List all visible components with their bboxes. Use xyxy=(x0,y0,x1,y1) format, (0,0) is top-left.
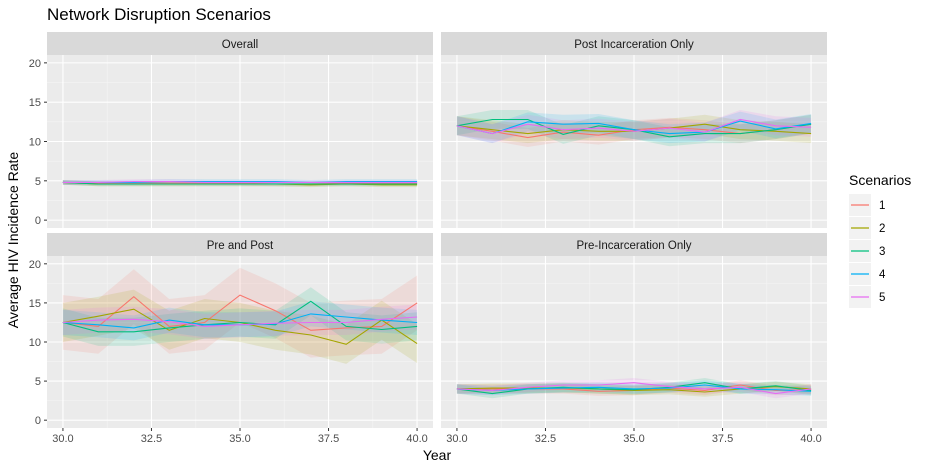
series-group xyxy=(456,110,812,147)
y-tick-label: 5 xyxy=(35,176,41,188)
series-1-line xyxy=(62,181,418,185)
legend-entry-5: 5 xyxy=(849,286,885,308)
y-tick-label: 15 xyxy=(29,97,41,109)
facet-strip-label: Post Incarceration Only xyxy=(574,39,694,51)
x-tick-label: 35.0 xyxy=(229,433,250,445)
chart-title: Network Disruption Scenarios xyxy=(47,5,271,24)
legend-label: 2 xyxy=(879,223,885,235)
series-3-line xyxy=(62,181,418,185)
legend-entry-2: 2 xyxy=(849,217,885,239)
series-3-ribbon xyxy=(456,110,812,147)
facet-strip xyxy=(441,233,827,256)
facet-strip xyxy=(441,32,827,55)
series-4-line xyxy=(456,120,812,135)
legend-label: 4 xyxy=(879,269,886,281)
y-tick-label: 20 xyxy=(29,259,41,271)
x-tick-label: 32.5 xyxy=(535,433,556,445)
legend-label: 3 xyxy=(879,246,885,258)
series-group xyxy=(456,378,812,399)
legend: 1 2 3 4 5 xyxy=(849,194,886,308)
legend-title: Scenarios xyxy=(849,172,911,188)
panel-2: Pre and Post 0 5 10 15 20 30.0 32.5 35.0 37.5 40.0 xyxy=(29,233,433,445)
x-tick-label: 30.0 xyxy=(446,433,467,445)
x-axis-title: Year xyxy=(423,447,452,463)
y-tick-label: 15 xyxy=(29,298,41,310)
facet-strip xyxy=(47,32,433,55)
series-1-ribbon xyxy=(456,380,812,396)
facet-strip-label: Pre-Incarceration Only xyxy=(576,240,691,252)
x-tick-label: 37.5 xyxy=(712,433,733,445)
facet-strip xyxy=(47,233,433,256)
panel-0: Overall 0 5 10 15 20 xyxy=(29,32,433,228)
series-3-line xyxy=(62,300,418,333)
series-3-ribbon xyxy=(62,287,418,346)
y-tick-label: 10 xyxy=(29,137,41,149)
y-tick-label: 0 xyxy=(35,215,41,227)
x-tick-label: 30.0 xyxy=(52,433,73,445)
x-tick-label: 32.5 xyxy=(141,433,162,445)
panel-3: Pre-Incarceration Only 30.0 32.5 35.0 37.5 40… xyxy=(441,233,827,445)
series-1-ribbon xyxy=(62,267,418,358)
y-axis-title: Average HIV Incidence Rate xyxy=(5,152,21,329)
legend-entry-4: 4 xyxy=(849,263,886,285)
x-tick-label: 40.0 xyxy=(800,433,821,445)
series-3-line xyxy=(456,382,812,395)
series-5-ribbon xyxy=(456,378,812,399)
series-5-line xyxy=(456,382,812,395)
y-tick-label: 5 xyxy=(35,376,41,388)
facet-panels: Overall 0 5 10 15 20 Post Incarceration Only Pr… xyxy=(29,32,827,445)
legend-label: 5 xyxy=(879,292,885,304)
series-2-ribbon xyxy=(456,114,812,144)
y-tick-label: 20 xyxy=(29,58,41,70)
series-3-ribbon xyxy=(456,378,812,399)
facet-strip-label: Pre and Post xyxy=(207,240,274,252)
series-group xyxy=(62,267,418,364)
panel-1: Post Incarceration Only xyxy=(441,32,827,228)
series-4-ribbon xyxy=(456,111,812,144)
series-5-line xyxy=(456,118,812,135)
y-tick-label: 10 xyxy=(29,337,41,349)
legend-entry-1: 1 xyxy=(849,194,885,216)
series-4-ribbon xyxy=(456,380,812,396)
x-tick-label: 40.0 xyxy=(406,433,427,445)
legend-entry-3: 3 xyxy=(849,240,885,262)
x-tick-label: 35.0 xyxy=(623,433,644,445)
series-4-ribbon xyxy=(62,301,418,341)
legend-label: 1 xyxy=(879,200,885,212)
y-tick-label: 0 xyxy=(35,415,41,427)
series-5-line xyxy=(62,181,418,183)
series-group xyxy=(62,179,418,188)
series-5-line xyxy=(62,316,418,327)
x-tick-label: 37.5 xyxy=(318,433,339,445)
facet-strip-label: Overall xyxy=(222,39,258,51)
series-2-ribbon xyxy=(62,289,418,364)
